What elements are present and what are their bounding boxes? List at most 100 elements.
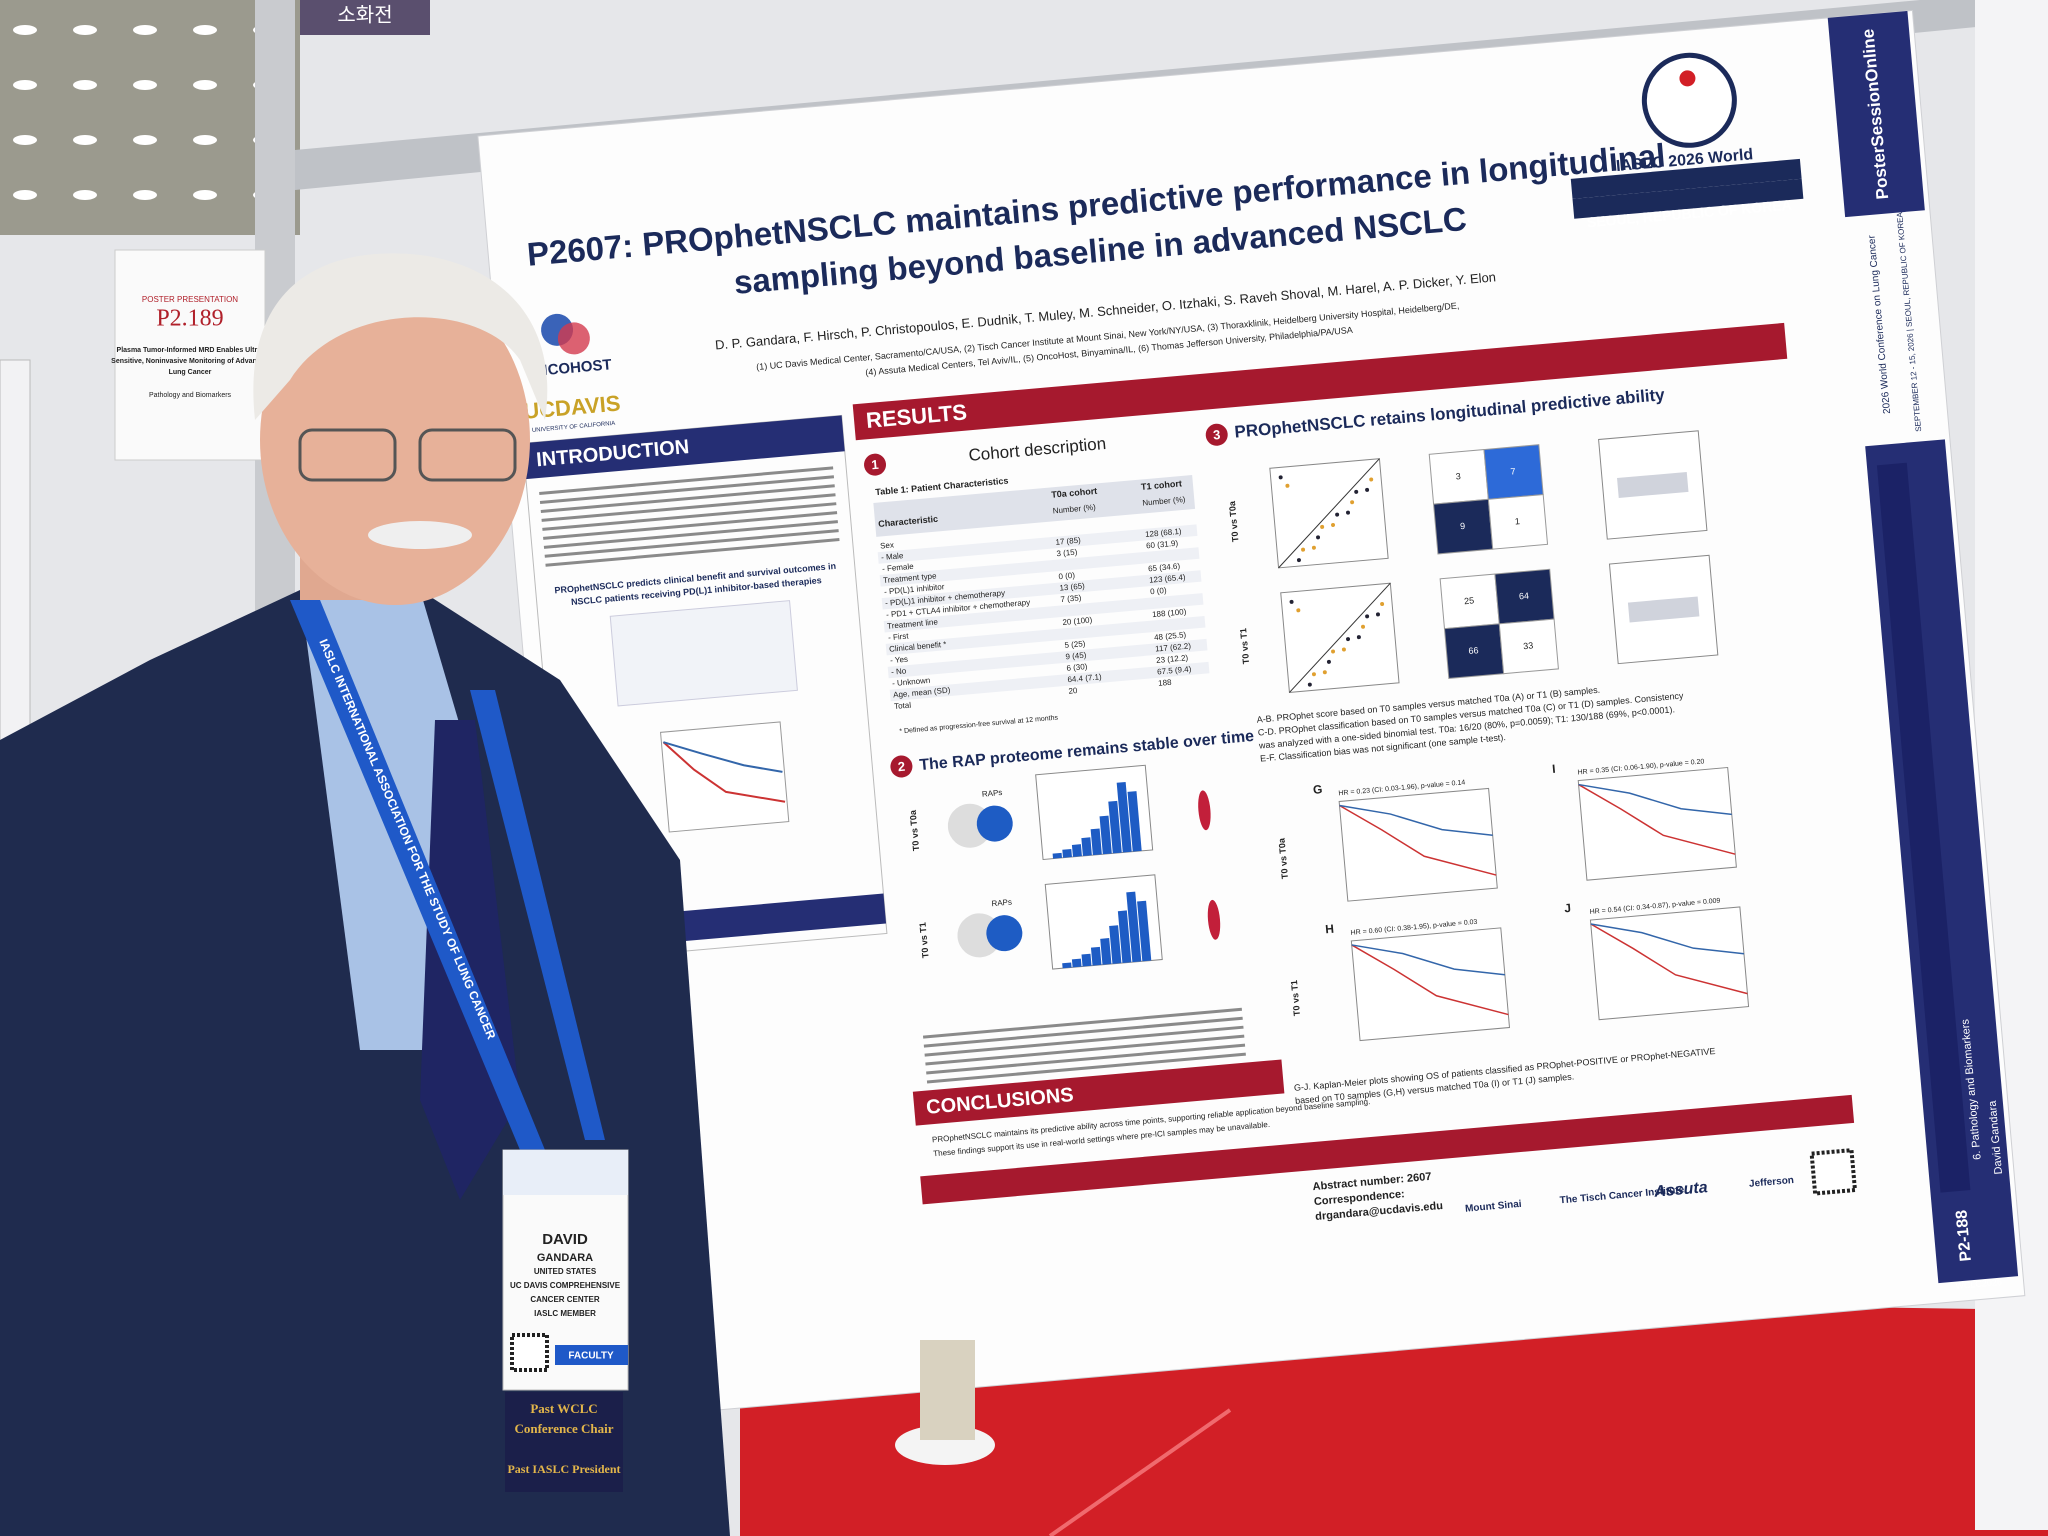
panel-row-label: T0 vs T0a	[1227, 500, 1241, 543]
badge-role-band	[555, 1345, 628, 1365]
neighbor-poster-paper	[114, 249, 266, 461]
scatter-point	[1350, 500, 1355, 505]
intro-km-curve	[662, 741, 786, 803]
histogram-bar	[1117, 910, 1132, 963]
scatter-point	[1341, 647, 1346, 652]
badge-line: UC DAVIS COMPREHENSIVE	[510, 1281, 621, 1290]
table-row-band	[879, 547, 1200, 587]
histogram-bar	[1062, 962, 1072, 969]
intro-km-curve	[663, 741, 783, 773]
sign	[300, 0, 430, 35]
rap-caption-line	[926, 1052, 1246, 1084]
ceiling-light	[193, 80, 217, 90]
table-row-band	[883, 593, 1204, 633]
scatter-point	[1278, 475, 1283, 480]
intro-heading-band	[522, 415, 845, 480]
scatter-point	[1307, 682, 1312, 687]
sponsor-logo: Assuta	[1653, 1179, 1709, 1201]
conference-logo	[1641, 52, 1737, 148]
ceiling-light	[193, 190, 217, 200]
histogram-bar	[1081, 953, 1092, 967]
heatmap-cell	[1487, 493, 1549, 550]
scatter-point	[1361, 624, 1366, 629]
intro-text-line	[543, 520, 838, 549]
scatter-point	[1346, 510, 1351, 515]
badge-line: UNITED STATES	[534, 1267, 597, 1276]
oncohost-logo	[557, 322, 590, 355]
intro-text-line	[541, 493, 836, 522]
badge-ribbon	[505, 1392, 623, 1492]
table-unit: Number (%)	[1052, 503, 1096, 516]
scatter-point	[1316, 535, 1321, 540]
bias-box	[1627, 596, 1700, 623]
histogram-bar	[1116, 782, 1132, 853]
table-cell: 9 (45)	[1065, 651, 1087, 662]
km-curve	[1351, 944, 1505, 976]
table-row-band	[885, 616, 1206, 656]
scatter-point	[1365, 614, 1370, 619]
rap-row-label: T0 vs T0a	[908, 809, 922, 852]
leg	[920, 1340, 975, 1440]
section-number-badge	[890, 755, 913, 778]
scatter-point	[1296, 558, 1301, 563]
ceiling-light	[73, 135, 97, 145]
scatter-point	[1375, 612, 1380, 617]
results-band	[852, 322, 1788, 441]
ribbon-text: Past WCLC	[530, 1401, 597, 1416]
intro-diagram	[609, 600, 798, 707]
neighbor-title: Lung Cancer	[169, 369, 212, 376]
table-cell: - No	[891, 666, 907, 676]
scatter-point	[1365, 487, 1370, 492]
neighbor-track: Pathology and Biomarkers	[149, 392, 232, 399]
ceiling-light	[193, 135, 217, 145]
ribbon-text: Conference Chair	[514, 1421, 613, 1436]
histogram-bar	[1062, 849, 1072, 858]
badge-header	[503, 1150, 628, 1195]
conference-date-band	[1570, 158, 1802, 199]
histogram-bar	[1137, 900, 1152, 962]
section-number-badge	[1205, 423, 1228, 446]
ceiling-light	[13, 135, 37, 145]
table-cell: 3 (15)	[1056, 547, 1078, 558]
km-letter: J	[1564, 901, 1572, 916]
person: IASLC INTERNATIONAL ASSOCIATION FOR THE …	[0, 253, 995, 1536]
lanyard	[470, 690, 605, 1140]
qr-code	[1809, 1147, 1858, 1196]
table-cell: 67.5 (9.4)	[1157, 664, 1192, 676]
heatmap-value: 3	[1455, 471, 1461, 481]
km-curve	[1339, 804, 1497, 876]
scatter-point	[1311, 545, 1316, 550]
table-cell: - First	[888, 631, 910, 642]
scatter-point	[1331, 649, 1336, 654]
table-cell: 65 (34.6)	[1148, 562, 1181, 574]
venn-label: RAPs	[991, 898, 1012, 909]
histogram-bar	[1081, 837, 1092, 857]
km-frame	[1338, 787, 1498, 902]
violin	[1207, 899, 1221, 940]
histogram-bar	[1108, 800, 1122, 854]
table-cell: - Male	[881, 551, 904, 562]
ceiling-light	[133, 135, 157, 145]
intro-km-plot	[659, 721, 790, 833]
km-curve	[1339, 804, 1493, 836]
sidebar-code: WCLC2026	[1955, 1277, 2002, 1291]
table-cell: 64.4 (7.1)	[1067, 672, 1102, 684]
scatter-point	[1322, 670, 1327, 675]
sponsor-logo: Mount Sinai	[1465, 1199, 1523, 1215]
table-cell: 17 (85)	[1055, 536, 1081, 547]
intro-text-line	[539, 475, 835, 504]
histogram-bar	[1109, 925, 1122, 964]
section-number: 2	[897, 759, 906, 775]
histogram-bar	[1100, 938, 1112, 965]
scatter-diagonal	[1278, 458, 1380, 569]
scatter-point	[1320, 524, 1325, 529]
venn-circle	[986, 915, 1023, 952]
table-cell: 188 (100)	[1152, 607, 1187, 619]
ribbon-text: Past IASLC President	[507, 1462, 620, 1476]
histogram-bar	[1052, 852, 1063, 859]
lanyard	[290, 600, 545, 1150]
scatter-point	[1289, 599, 1294, 604]
badge-line: GANDARA	[537, 1252, 593, 1264]
